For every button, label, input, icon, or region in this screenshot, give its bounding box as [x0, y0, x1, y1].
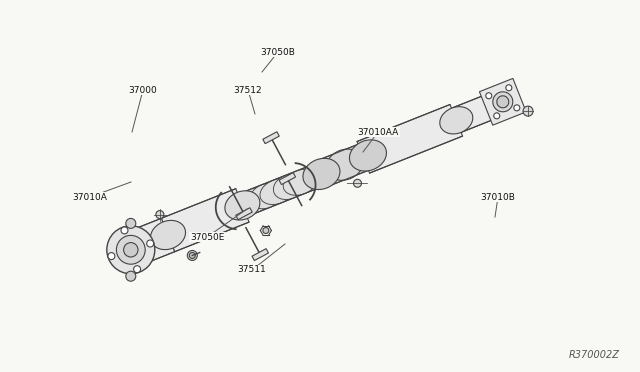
Text: 37010AA: 37010AA: [357, 128, 399, 137]
Polygon shape: [238, 163, 326, 217]
Ellipse shape: [227, 193, 258, 218]
Circle shape: [506, 85, 512, 91]
Ellipse shape: [150, 220, 186, 250]
Ellipse shape: [497, 96, 509, 108]
Text: 37050E: 37050E: [190, 232, 224, 241]
Text: 37050B: 37050B: [260, 48, 296, 57]
Polygon shape: [451, 90, 508, 132]
Ellipse shape: [260, 179, 294, 205]
Circle shape: [156, 211, 164, 219]
Text: 37000: 37000: [129, 86, 157, 94]
Polygon shape: [279, 173, 296, 185]
Ellipse shape: [113, 235, 148, 264]
Polygon shape: [479, 78, 526, 125]
Circle shape: [126, 271, 136, 281]
Ellipse shape: [284, 169, 318, 195]
Circle shape: [121, 227, 128, 234]
Circle shape: [523, 106, 533, 116]
Ellipse shape: [493, 92, 513, 112]
Ellipse shape: [273, 174, 305, 199]
Ellipse shape: [326, 149, 364, 180]
Circle shape: [107, 226, 155, 274]
Circle shape: [124, 243, 138, 257]
Ellipse shape: [303, 158, 340, 190]
Circle shape: [116, 235, 145, 264]
Polygon shape: [124, 218, 175, 266]
Ellipse shape: [237, 188, 271, 214]
Circle shape: [126, 218, 136, 228]
Ellipse shape: [225, 191, 260, 220]
Ellipse shape: [349, 140, 387, 171]
Text: 37010B: 37010B: [481, 192, 515, 202]
Ellipse shape: [250, 183, 281, 209]
Ellipse shape: [444, 110, 469, 131]
Polygon shape: [357, 105, 463, 173]
Circle shape: [514, 105, 520, 111]
Text: 37010A: 37010A: [72, 192, 108, 202]
Polygon shape: [236, 208, 252, 220]
Polygon shape: [263, 132, 279, 144]
Ellipse shape: [347, 144, 380, 171]
Circle shape: [108, 253, 115, 260]
Text: 37512: 37512: [234, 86, 262, 94]
Text: R370002Z: R370002Z: [569, 350, 620, 360]
Circle shape: [353, 179, 362, 187]
Circle shape: [147, 240, 154, 247]
Circle shape: [493, 113, 500, 119]
Polygon shape: [161, 189, 249, 252]
Text: 37511: 37511: [237, 266, 266, 275]
Circle shape: [188, 250, 197, 260]
Ellipse shape: [440, 107, 473, 134]
Circle shape: [134, 266, 141, 273]
Circle shape: [189, 253, 195, 259]
Circle shape: [263, 228, 269, 234]
Polygon shape: [316, 142, 373, 187]
Circle shape: [486, 93, 492, 99]
Polygon shape: [252, 248, 269, 260]
